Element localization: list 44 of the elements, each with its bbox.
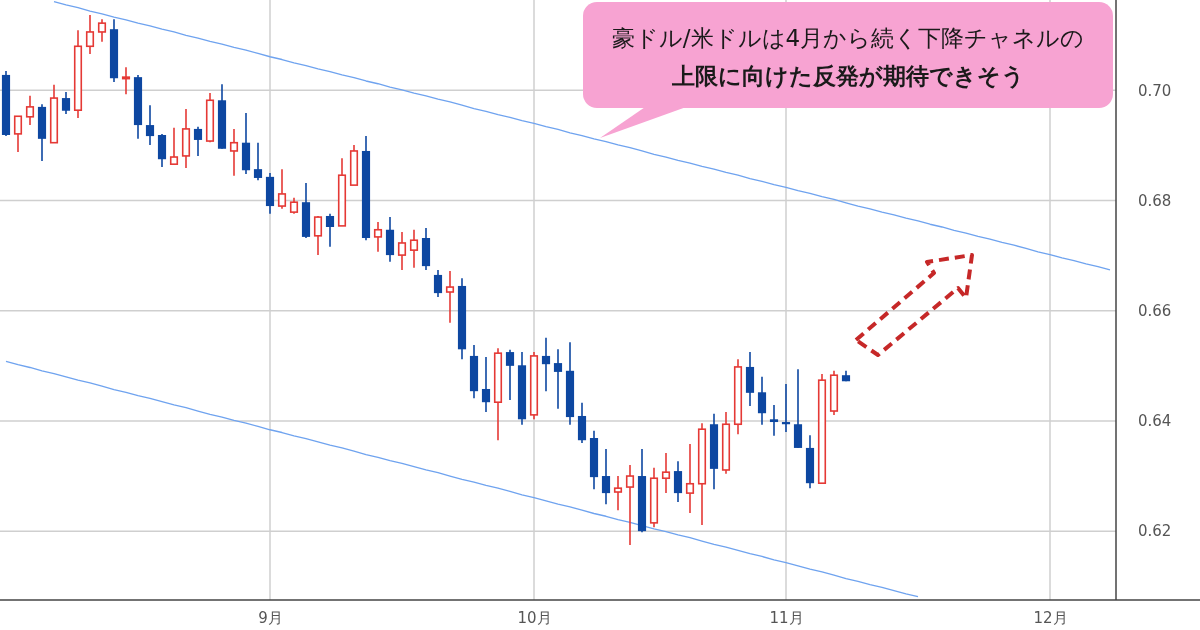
candlestick xyxy=(409,228,419,269)
candlestick xyxy=(277,168,287,210)
candlestick xyxy=(769,404,779,437)
candlestick xyxy=(613,475,623,511)
y-tick-label: 0.70 xyxy=(1138,81,1172,100)
candlestick xyxy=(601,448,611,505)
candlestick xyxy=(253,141,263,181)
candlestick xyxy=(25,95,35,126)
candlestick xyxy=(553,348,563,410)
candlestick xyxy=(445,270,455,324)
candlestick xyxy=(757,376,767,426)
candlestick xyxy=(397,231,407,271)
annotation: 豪ドル/米ドルは4月から続く下降チャネルの上限に向けた反発が期待できそう xyxy=(611,25,1085,89)
candlestick xyxy=(193,125,203,157)
candlestick xyxy=(505,349,515,401)
candlestick xyxy=(61,91,71,115)
candlestick xyxy=(97,18,107,43)
candlestick xyxy=(85,14,95,55)
candlestick xyxy=(433,269,443,298)
x-tick-label: 12月 xyxy=(1033,608,1068,627)
candlestick xyxy=(121,66,131,96)
x-tick-label: 11月 xyxy=(769,608,804,627)
candlestick xyxy=(625,464,635,546)
candlestick xyxy=(685,443,695,514)
line-series xyxy=(53,0,1111,271)
candlestick xyxy=(541,336,551,392)
candlestick xyxy=(661,452,671,494)
candlestick xyxy=(313,215,323,256)
y-tick-label: 0.68 xyxy=(1138,191,1172,210)
candlestick xyxy=(145,104,155,146)
y-tick-label: 0.62 xyxy=(1138,522,1172,541)
candlestick xyxy=(673,460,683,503)
candlestick xyxy=(169,127,179,165)
candlestick xyxy=(229,128,239,177)
x-tick-label: 10月 xyxy=(517,608,552,627)
candlestick xyxy=(325,212,335,248)
candlestick xyxy=(481,356,491,413)
y-tick-label: 0.64 xyxy=(1138,412,1172,431)
x-tick-label: 9月 xyxy=(258,608,283,627)
line-series xyxy=(5,360,919,598)
candlestick xyxy=(373,221,383,253)
y-tick-label: 0.66 xyxy=(1138,302,1172,321)
candlestick xyxy=(13,115,23,153)
candlestick xyxy=(793,368,803,449)
